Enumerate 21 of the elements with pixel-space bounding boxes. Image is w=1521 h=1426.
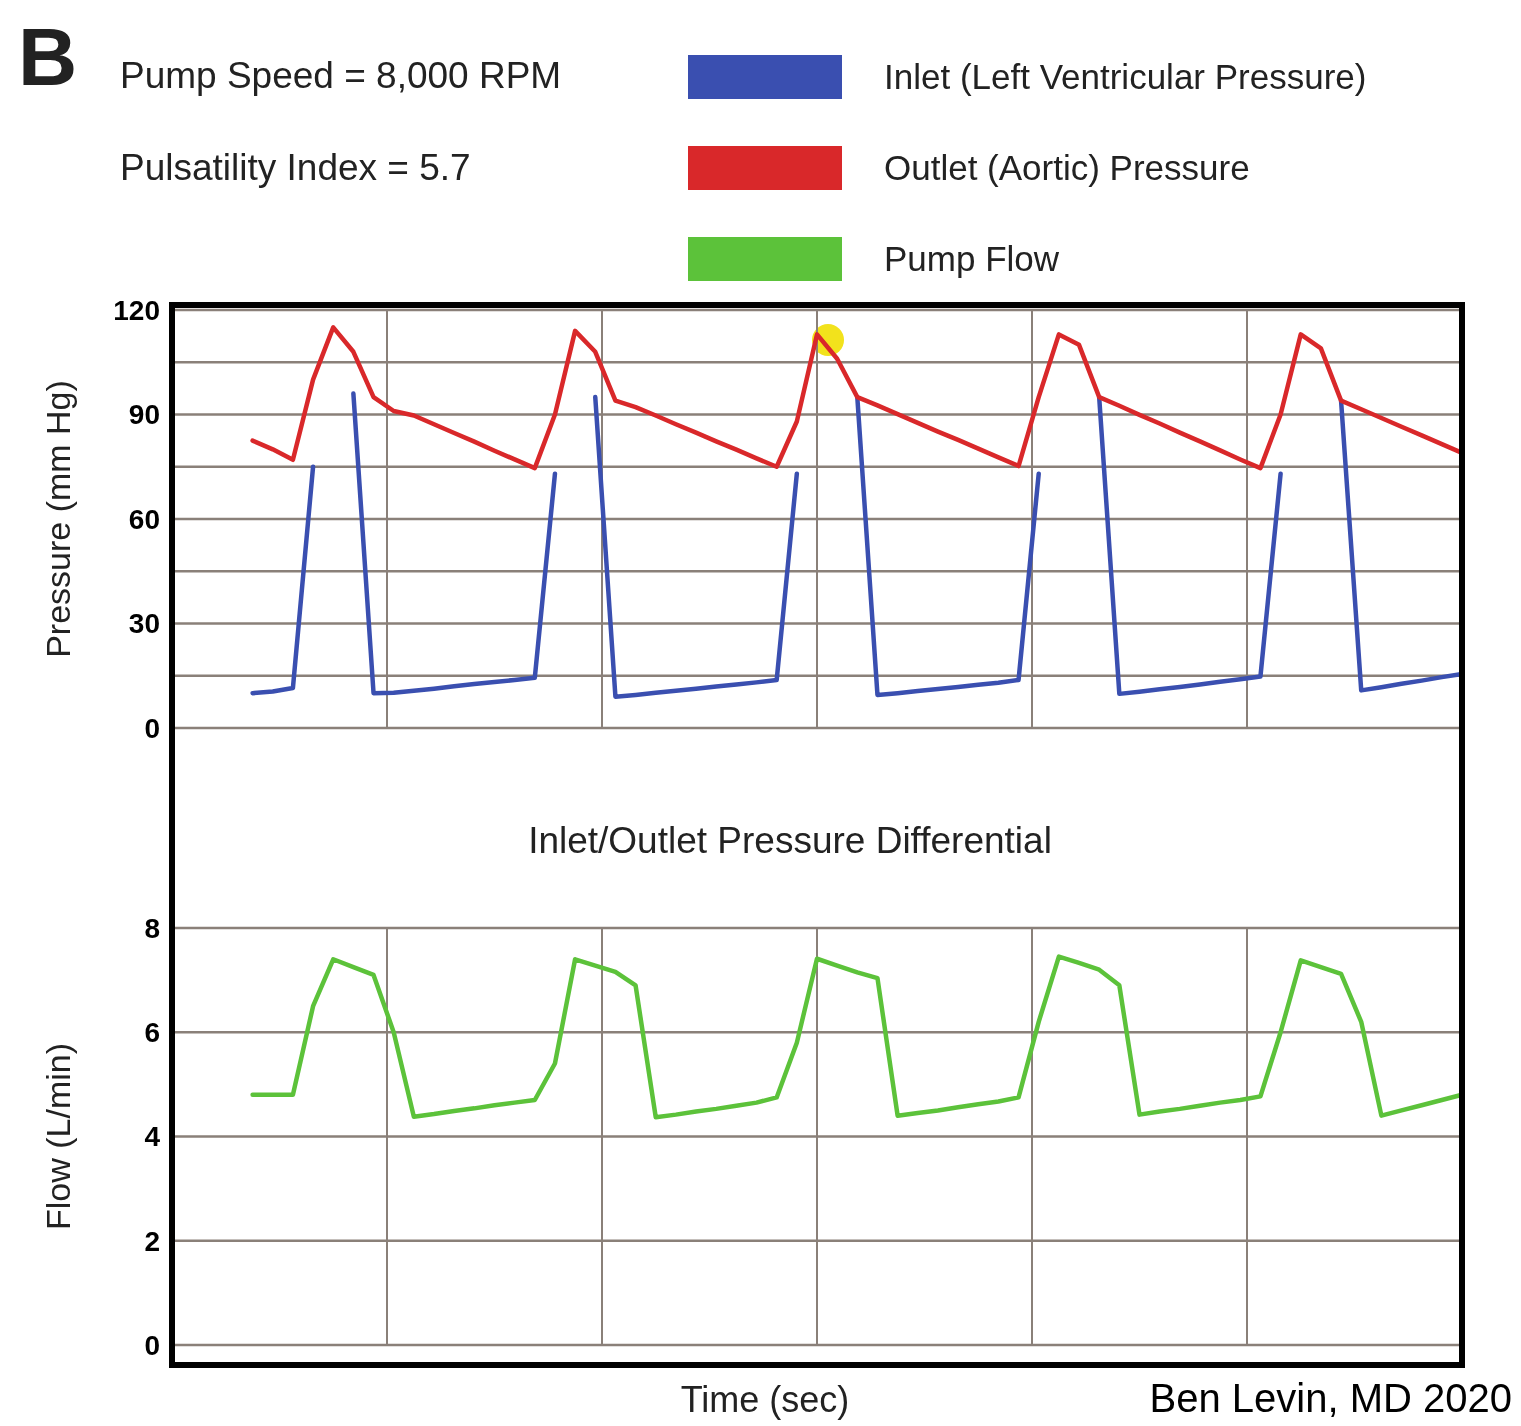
y-axis-title: Pressure (mm Hg): [39, 380, 77, 658]
y-tick-label: 30: [128, 608, 160, 640]
y-tick-label: 120: [113, 294, 160, 326]
y-tick-label: 0: [144, 1329, 160, 1361]
y-tick-label: 0: [144, 712, 160, 744]
y-tick-label: 90: [128, 399, 160, 431]
text: B: [18, 11, 78, 102]
text: Pulsatility Index = 5.7: [120, 147, 471, 188]
y-tick-label: 8: [144, 912, 160, 944]
y-tick-label: 60: [128, 503, 160, 535]
x-axis-title: Time (sec): [680, 1379, 850, 1420]
y-tick-label: 6: [144, 1017, 160, 1049]
y-axis-title: Flow (L/min): [39, 1042, 77, 1231]
text: Pump Speed = 8,000 RPM: [120, 55, 562, 96]
legend-label: Outlet (Aortic) Pressure: [884, 148, 1250, 188]
text: Ben Levin, MD 2020: [1149, 1376, 1512, 1420]
legend-label: Inlet (Left Ventricular Pressure): [884, 57, 1367, 97]
y-tick-label: 4: [144, 1121, 161, 1153]
legend-label: Pump Flow: [884, 239, 1060, 279]
chart-title: Inlet/Outlet Pressure Differential: [528, 820, 1052, 861]
y-tick-label: 2: [144, 1225, 160, 1257]
